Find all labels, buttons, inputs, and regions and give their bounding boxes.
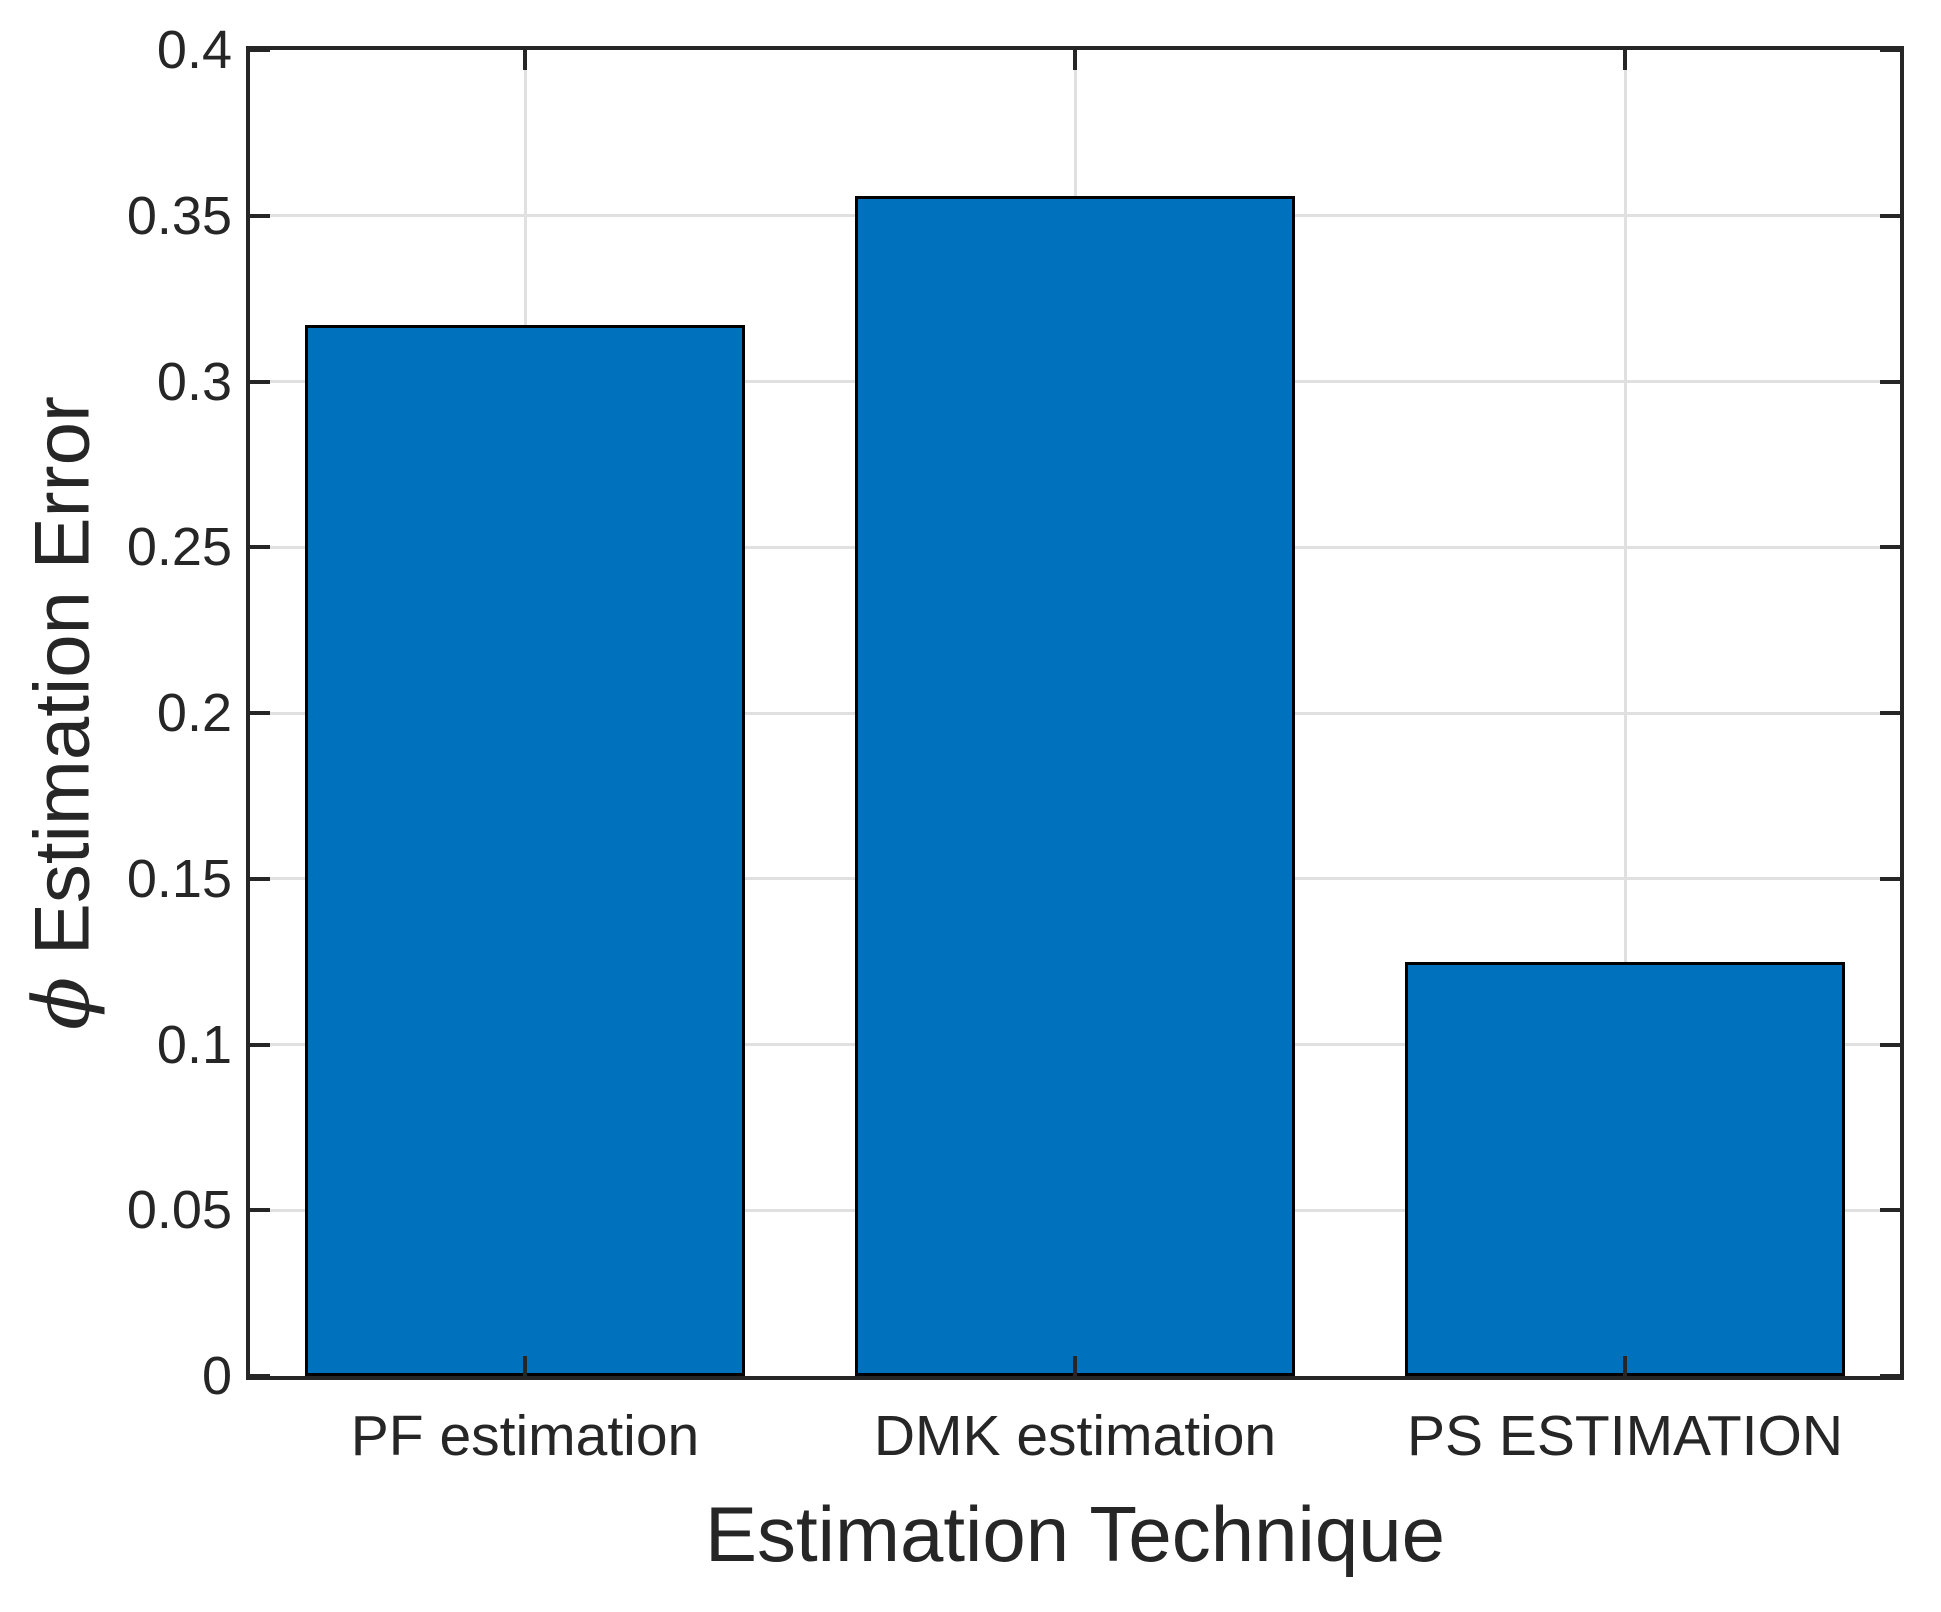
x-tick-label: PF estimation: [350, 1404, 700, 1468]
y-tick-mark: [250, 1374, 270, 1378]
left-spine: [246, 46, 250, 1380]
plot-area: [246, 46, 1904, 1380]
bar-dmk-estimation: [855, 195, 1295, 1376]
y-tick-label: 0.4: [156, 20, 232, 80]
y-tick-label: 0.05: [126, 1180, 232, 1241]
x-tick-mark: [523, 50, 527, 70]
y-tick-label: 0.25: [126, 517, 232, 578]
y-tick-mark: [250, 711, 270, 715]
y-tick-label: 0.3: [156, 351, 232, 412]
y-tick-mark: [250, 1208, 270, 1213]
y-tick-mark: [250, 545, 270, 550]
y-tick-mark: [250, 1042, 270, 1047]
x-tick-mark: [1623, 50, 1627, 70]
right-spine: [1900, 46, 1904, 1380]
y-tick-mark: [1880, 1042, 1900, 1047]
x-tick-mark: [1073, 50, 1077, 70]
y-tick-mark: [1880, 545, 1900, 550]
y-tick-label: 0.2: [156, 683, 232, 743]
y-tick-mark: [1880, 1374, 1900, 1378]
y-tick-mark: [1880, 876, 1900, 881]
x-tick-mark: [523, 1356, 527, 1376]
x-tick-mark: [1623, 1356, 1627, 1376]
y-tick-mark: [1880, 711, 1900, 715]
y-tick-mark: [250, 213, 270, 218]
v-gridline: [1623, 50, 1627, 1376]
bar-pf-estimation: [305, 325, 745, 1376]
top-spine: [250, 46, 1900, 50]
x-tick-mark: [1073, 1356, 1077, 1376]
y-tick-mark: [1880, 1208, 1900, 1213]
x-tick-label: PS ESTIMATION: [1407, 1404, 1843, 1468]
y-tick-mark: [250, 379, 270, 384]
y-tick-label: 0: [201, 1346, 232, 1406]
bar-ps-estimation: [1405, 961, 1845, 1376]
y-tick-mark: [250, 876, 270, 881]
x-tick-label: DMK estimation: [873, 1404, 1277, 1468]
y-tick-mark: [250, 48, 270, 52]
y-tick-mark: [1880, 379, 1900, 384]
y-tick-label: 0.15: [126, 848, 232, 909]
x-axis-label: Estimation Technique: [704, 1490, 1445, 1578]
bottom-spine: [250, 1376, 1900, 1380]
y-tick-label: 0.35: [126, 185, 232, 246]
y-tick-label: 0.1: [156, 1014, 232, 1075]
y-tick-mark: [1880, 213, 1900, 218]
y-tick-mark: [1880, 48, 1900, 52]
